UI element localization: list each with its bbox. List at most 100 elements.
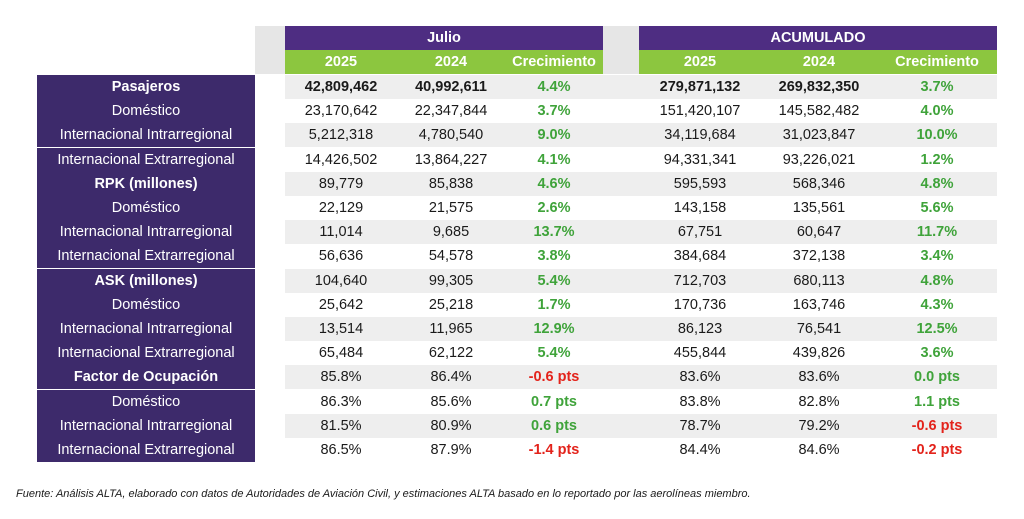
table-cell: 93,226,021 [782,152,856,168]
header-julio: Julio [285,26,603,50]
table-cell: 712,703 [673,273,727,289]
row-label: Internacional Extrarregional [37,244,255,268]
subheader-julio-crecimiento: Crecimiento [505,50,603,74]
table-cell: 22,129 [318,200,364,216]
subheader-acum-crecimiento: Crecimiento [877,50,997,74]
row-label: Internacional Extrarregional [37,341,255,365]
table-cell: 0.7 pts [531,394,577,410]
row-band [285,269,997,293]
table-cell: 78.7% [679,418,721,434]
subheader-julio-2024: 2024 [397,50,505,74]
table-cell: 60,647 [796,224,842,240]
table-cell: 269,832,350 [778,79,860,95]
source-note: Fuente: Análisis ALTA, elaborado con dat… [16,488,751,500]
row-band [285,365,997,389]
table-cell: 5.6% [920,200,954,216]
table-cell: 12.9% [533,321,575,337]
row-band [285,317,997,341]
subheader-julio-2025: 2025 [285,50,397,74]
table-cell: 4.0% [920,103,954,119]
table-cell: 9,685 [432,224,470,240]
table-cell: 25,218 [428,297,474,313]
row-label: Internacional Extrarregional [37,438,255,462]
table-cell: 84.4% [679,442,721,458]
table-cell: 86.3% [320,394,362,410]
table-cell: 85,838 [428,176,474,192]
row-label: Pasajeros [37,75,255,99]
row-band [285,172,997,196]
table-cell: 4.3% [920,297,954,313]
table-cell: 10.0% [916,127,958,143]
table-cell: 85.8% [320,369,362,385]
table-cell: 34,119,684 [664,127,736,143]
header-acumulado: ACUMULADO [639,26,997,50]
subheader-acum-2024: 2024 [761,50,877,74]
table-cell: 279,871,132 [659,79,741,95]
table-cell: 25,642 [318,297,364,313]
table-cell: -0.2 pts [911,442,963,458]
table-cell: 86.5% [320,442,362,458]
table-cell: 568,346 [792,176,846,192]
table-cell: 3.7% [920,79,954,95]
table-cell: 170,736 [673,297,727,313]
table-cell: 4.1% [537,152,571,168]
table-cell: 151,420,107 [659,103,741,119]
subheader-acum-2025: 2025 [639,50,761,74]
table-cell: 86.4% [430,369,472,385]
table-cell: 94,331,341 [663,152,737,168]
table-cell: 372,138 [792,248,846,264]
table-cell: 87.9% [430,442,472,458]
table-cell: 1.2% [920,152,954,168]
table-cell: 5.4% [537,273,571,289]
row-label: Internacional Intrarregional [37,317,255,341]
table-cell: 2.6% [537,200,571,216]
table-cell: 54,578 [428,248,474,264]
table-cell: 4.6% [537,176,571,192]
header-left-pad [255,26,285,74]
table-cell: 86,123 [677,321,723,337]
table-cell: 11,965 [429,321,473,337]
table-cell: 80.9% [430,418,472,434]
table-cell: 143,158 [673,200,727,216]
table-cell: 104,640 [314,273,368,289]
table-cell: 42,809,462 [304,79,378,95]
row-label: Internacional Intrarregional [37,123,255,147]
table-cell: 4.8% [920,273,954,289]
row-band [285,75,997,99]
table-cell: 3.6% [920,345,954,361]
table-cell: 83.6% [679,369,721,385]
table-cell: 23,170,642 [304,103,378,119]
table-cell: 83.8% [679,394,721,410]
table-cell: 5.4% [537,345,571,361]
row-label: Doméstico [37,293,255,317]
table-cell: 62,122 [428,345,474,361]
table-cell: 67,751 [677,224,723,240]
table-cell: 3.8% [537,248,571,264]
table-cell: -0.6 pts [911,418,963,434]
table-cell: 163,746 [792,297,846,313]
table-cell: 4,780,540 [418,127,484,143]
row-label: Doméstico [37,390,255,414]
table-cell: 11.7% [916,224,958,240]
table-cell: 0.0 pts [914,369,960,385]
table-cell: 12.5% [916,321,958,337]
row-label: Internacional Extrarregional [37,148,255,172]
table-cell: 4.8% [920,176,954,192]
column-gap [603,26,639,74]
table-cell: 1.7% [537,297,571,313]
table-cell: 680,113 [793,273,845,289]
table-cell: 14,426,502 [304,152,378,168]
table-cell: -1.4 pts [528,442,580,458]
row-label: Internacional Intrarregional [37,220,255,244]
table-cell: 3.7% [537,103,571,119]
table-cell: 65,484 [318,345,364,361]
row-label: Doméstico [37,196,255,220]
table-cell: 85.6% [430,394,472,410]
table-cell: 89,779 [318,176,364,192]
table-cell: 82.8% [798,394,840,410]
table-cell: 3.4% [920,248,954,264]
table-cell: 79.2% [798,418,840,434]
row-label: Doméstico [37,99,255,123]
table-cell: 9.0% [537,127,571,143]
table-cell: 1.1 pts [914,394,960,410]
